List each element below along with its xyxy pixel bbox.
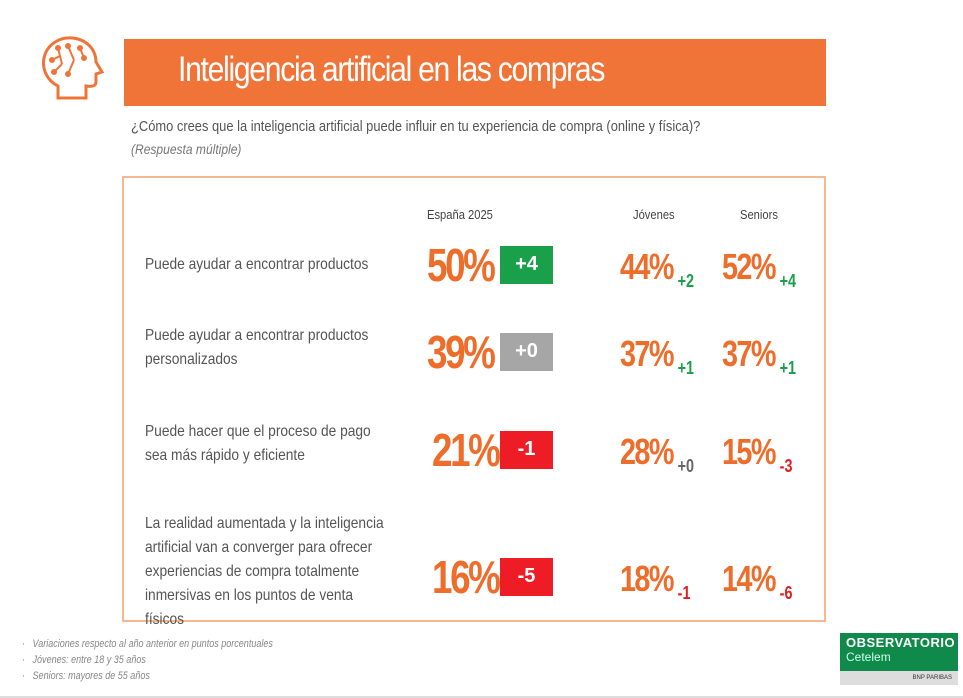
row-label: La realidad aumentada y la inteligencia … (145, 515, 384, 628)
column-header-spain: España 2025 (427, 207, 493, 222)
young-stat: 37% +1 (620, 334, 694, 388)
spain-delta-badge: +4 (500, 246, 553, 284)
spain-delta-badge: +0 (500, 333, 553, 371)
footnote: · Jóvenes: entre 18 y 35 años (22, 654, 146, 666)
young-delta: +2 (677, 271, 695, 291)
spain-percent: 21% (432, 424, 501, 476)
observatorio-cetelem-logo: OBSERVATORIO Cetelem BNP PARIBAS (840, 633, 958, 685)
ai-head-icon (42, 36, 104, 100)
young-stat: 18% -1 (620, 559, 690, 613)
survey-question: ¿Cómo crees que la inteligencia artifici… (131, 118, 701, 135)
seniors-delta: +1 (779, 358, 797, 378)
spain-percent: 16% (432, 551, 501, 603)
young-stat: 28% +0 (620, 432, 694, 486)
row-label: Puede hacer que el proceso de pago sea m… (145, 423, 371, 464)
spain-delta-badge: -5 (500, 558, 553, 596)
logo-text: OBSERVATORIO (846, 635, 956, 650)
logo-text: Cetelem (846, 650, 891, 664)
seniors-stat: 37% +1 (722, 334, 796, 388)
seniors-percent: 14% (722, 558, 776, 599)
spain-percent: 39% (427, 326, 496, 378)
young-percent: 44% (620, 246, 674, 287)
seniors-delta: -3 (779, 456, 793, 476)
young-percent: 28% (620, 431, 674, 472)
seniors-stat: 52% +4 (722, 247, 796, 301)
young-percent: 18% (620, 558, 674, 599)
column-header-young: Jóvenes (633, 207, 675, 222)
page-title: Inteligencia artificial en las compras (178, 50, 605, 89)
footnote-text: Jóvenes: entre 18 y 35 años (32, 654, 146, 666)
footnote-text: Variaciones respecto al año anterior en … (32, 638, 273, 650)
seniors-stat: 14% -6 (722, 559, 792, 613)
seniors-percent: 52% (722, 246, 776, 287)
row-label: Puede ayudar a encontrar productos perso… (145, 327, 369, 368)
column-header-seniors: Seniors (740, 207, 778, 222)
seniors-percent: 15% (722, 431, 776, 472)
young-delta: +1 (677, 358, 695, 378)
seniors-delta: +4 (779, 271, 797, 291)
question-note: (Respuesta múltiple) (131, 141, 242, 157)
results-panel (122, 176, 826, 622)
seniors-delta: -6 (779, 583, 793, 603)
seniors-stat: 15% -3 (722, 432, 792, 486)
young-delta: -1 (677, 583, 691, 603)
footnote-text: Seniors: mayores de 55 años (32, 670, 150, 682)
title-bar (124, 39, 826, 106)
row-label: Puede ayudar a encontrar productos (145, 256, 369, 273)
footnote: · Variaciones respecto al año anterior e… (22, 638, 273, 650)
spain-delta-badge: -1 (500, 431, 553, 469)
bnp-paribas-logo: BNP PARIBAS (840, 671, 958, 685)
footnote: · Seniors: mayores de 55 años (22, 670, 150, 682)
young-percent: 37% (620, 333, 674, 374)
young-delta: +0 (677, 456, 695, 476)
spain-percent: 50% (427, 239, 496, 291)
seniors-percent: 37% (722, 333, 776, 374)
divider (0, 696, 963, 698)
young-stat: 44% +2 (620, 247, 694, 301)
